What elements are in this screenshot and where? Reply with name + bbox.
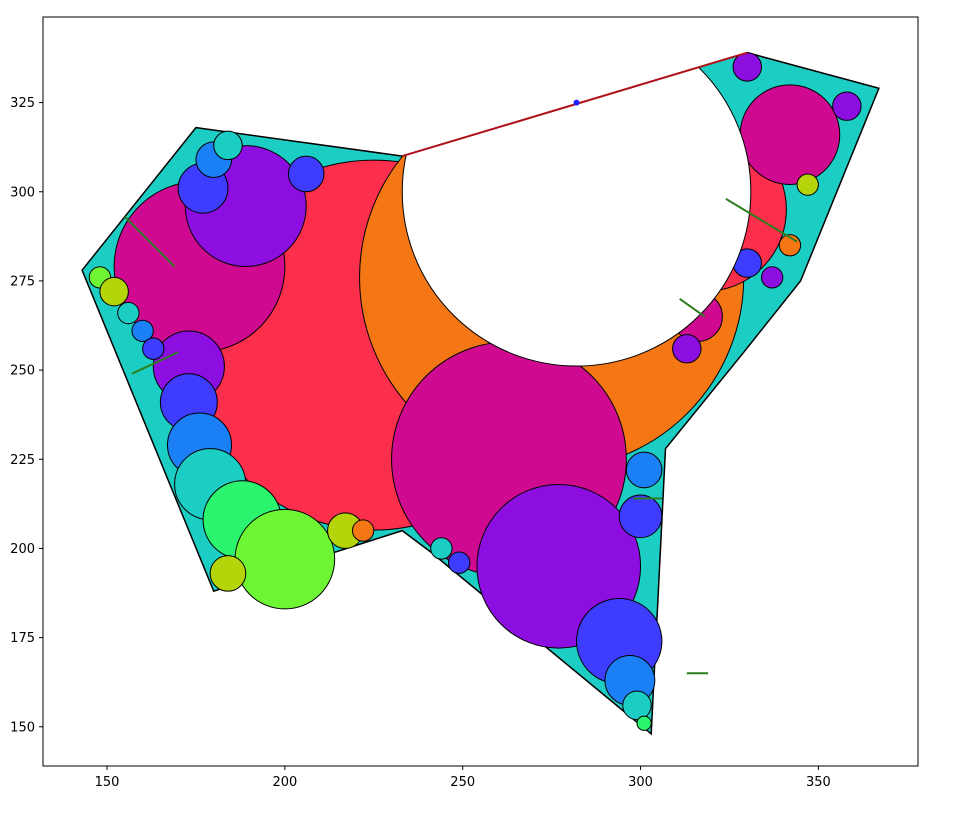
x-tick-label: 150 <box>95 775 120 790</box>
y-axis: 150 175 200 225 250 275 300 325 <box>10 96 43 735</box>
chord-midpoint <box>573 99 580 106</box>
packed-circle-23 <box>287 155 325 193</box>
packed-circle-6 <box>622 690 652 721</box>
packed-circle-22 <box>213 130 243 161</box>
y-tick-label: 275 <box>10 274 35 289</box>
packed-circle-38 <box>430 537 453 560</box>
packed-circle-37 <box>142 337 165 360</box>
y-tick-label: 250 <box>10 364 35 379</box>
radius-line-1 <box>131 351 179 375</box>
packed-circle-35 <box>117 301 140 325</box>
y-tick-label: 200 <box>10 542 35 557</box>
packed-circle-39 <box>447 551 471 574</box>
chord-clear-region <box>360 17 748 157</box>
packed-circle-14 <box>796 173 819 196</box>
axes-frame <box>42 16 919 767</box>
packed-circle-13 <box>832 91 862 121</box>
x-tick-label: 350 <box>806 775 831 790</box>
x-tick-label: 250 <box>450 775 475 790</box>
packed-circle-34 <box>99 276 129 307</box>
packed-circle-41 <box>760 266 784 289</box>
packed-circle-17 <box>672 333 702 364</box>
packed-circle-11 <box>739 84 841 185</box>
packed-circle-36 <box>131 319 154 343</box>
plot-area <box>81 17 880 736</box>
y-tick-label: 150 <box>10 720 35 735</box>
x-tick-label: 300 <box>628 775 653 790</box>
packed-circle-32 <box>351 519 375 542</box>
packed-circle-9 <box>625 451 663 489</box>
y-tick-label: 325 <box>10 96 35 111</box>
packed-circle-12 <box>732 52 762 82</box>
y-tick-label: 300 <box>10 185 35 200</box>
x-axis: 150 200 250 300 350 <box>95 766 831 790</box>
packed-circle-7 <box>636 715 652 731</box>
packed-circle-29 <box>234 508 336 610</box>
y-tick-label: 225 <box>10 453 35 468</box>
radius-line-2 <box>725 198 798 243</box>
x-tick-label: 200 <box>272 775 297 790</box>
radius-line-0 <box>124 216 176 268</box>
packed-circle-30 <box>209 555 247 592</box>
packed-circle-8 <box>618 494 663 539</box>
radius-line-4 <box>679 297 706 318</box>
y-tick-label: 175 <box>10 631 35 646</box>
